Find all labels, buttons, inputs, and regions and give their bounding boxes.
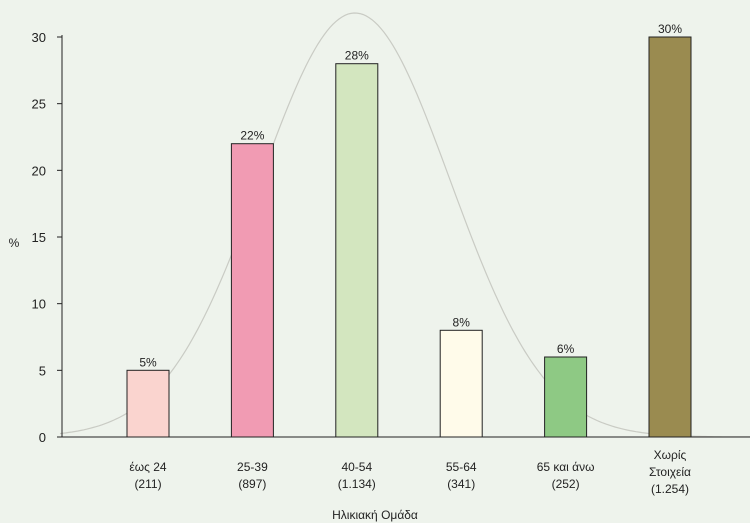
- x-category-label: (252): [552, 477, 580, 491]
- x-category-label: (897): [238, 477, 266, 491]
- y-tick-label: 20: [32, 163, 46, 178]
- x-category-label: (1.134): [338, 477, 376, 491]
- bar: [648, 36, 692, 438]
- bar: [544, 356, 588, 438]
- x-category-label: 40-54: [341, 460, 372, 474]
- y-tick-label: 30: [32, 30, 46, 45]
- bar: [439, 329, 483, 438]
- x-axis-title: Ηλικιακή Ομάδα: [332, 508, 418, 522]
- x-category-label: 55-64: [446, 460, 477, 474]
- data-label: 22%: [240, 129, 264, 143]
- x-category-label: (211): [134, 477, 161, 491]
- x-category-label: Στοιχεία: [649, 465, 691, 479]
- x-category-label: (341): [447, 477, 475, 491]
- distribution-curve: [59, 12, 750, 438]
- y-axis-title: %: [9, 236, 20, 250]
- x-category-label: 65 και άνω: [537, 460, 595, 474]
- y-tick-label: 5: [39, 363, 46, 378]
- data-label: 5%: [139, 355, 157, 369]
- y-tick-label: 15: [32, 230, 46, 245]
- x-category-label: 25-39: [237, 460, 268, 474]
- x-category-label: έως 24: [129, 460, 167, 474]
- bar: [126, 369, 170, 438]
- y-tick-label: 10: [32, 297, 46, 312]
- x-category-label: Χωρίς: [654, 448, 687, 462]
- data-label: 30%: [658, 22, 682, 36]
- data-label: 6%: [557, 342, 575, 356]
- y-tick-label: 25: [32, 97, 46, 112]
- bar: [335, 63, 379, 438]
- data-label: 8%: [453, 315, 471, 329]
- data-label: 28%: [345, 49, 369, 63]
- y-tick-label: 0: [39, 430, 46, 445]
- x-category-label: (1.254): [651, 482, 689, 496]
- bar: [230, 143, 274, 438]
